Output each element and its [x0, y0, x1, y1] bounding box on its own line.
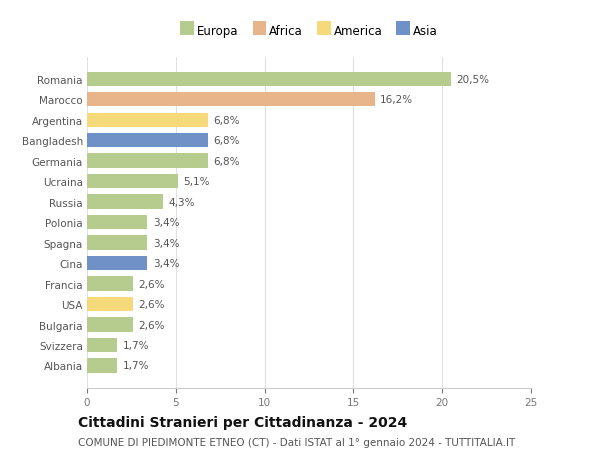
- Text: 3,4%: 3,4%: [153, 238, 179, 248]
- Bar: [87, 93, 375, 107]
- Text: 1,7%: 1,7%: [122, 340, 149, 350]
- Text: 2,6%: 2,6%: [139, 320, 165, 330]
- Text: 2,6%: 2,6%: [139, 299, 165, 309]
- Text: 20,5%: 20,5%: [457, 74, 490, 84]
- Bar: [87, 154, 208, 168]
- Text: 6,8%: 6,8%: [213, 136, 239, 146]
- Text: 1,7%: 1,7%: [122, 361, 149, 371]
- Bar: [87, 318, 133, 332]
- Bar: [87, 256, 148, 271]
- Bar: [87, 174, 178, 189]
- Bar: [87, 277, 133, 291]
- Bar: [87, 297, 133, 312]
- Text: COMUNE DI PIEDIMONTE ETNEO (CT) - Dati ISTAT al 1° gennaio 2024 - TUTTITALIA.IT: COMUNE DI PIEDIMONTE ETNEO (CT) - Dati I…: [78, 437, 515, 447]
- Text: 4,3%: 4,3%: [169, 197, 195, 207]
- Bar: [87, 338, 117, 353]
- Text: 6,8%: 6,8%: [213, 115, 239, 125]
- Text: Cittadini Stranieri per Cittadinanza - 2024: Cittadini Stranieri per Cittadinanza - 2…: [78, 415, 407, 429]
- Bar: [87, 358, 117, 373]
- Text: 16,2%: 16,2%: [380, 95, 413, 105]
- Bar: [87, 73, 451, 87]
- Text: 5,1%: 5,1%: [183, 177, 209, 187]
- Text: 3,4%: 3,4%: [153, 218, 179, 228]
- Text: 2,6%: 2,6%: [139, 279, 165, 289]
- Bar: [87, 134, 208, 148]
- Text: 6,8%: 6,8%: [213, 157, 239, 166]
- Text: 3,4%: 3,4%: [153, 258, 179, 269]
- Bar: [87, 215, 148, 230]
- Legend: Europa, Africa, America, Asia: Europa, Africa, America, Asia: [176, 20, 442, 43]
- Bar: [87, 236, 148, 250]
- Bar: [87, 195, 163, 209]
- Bar: [87, 113, 208, 128]
